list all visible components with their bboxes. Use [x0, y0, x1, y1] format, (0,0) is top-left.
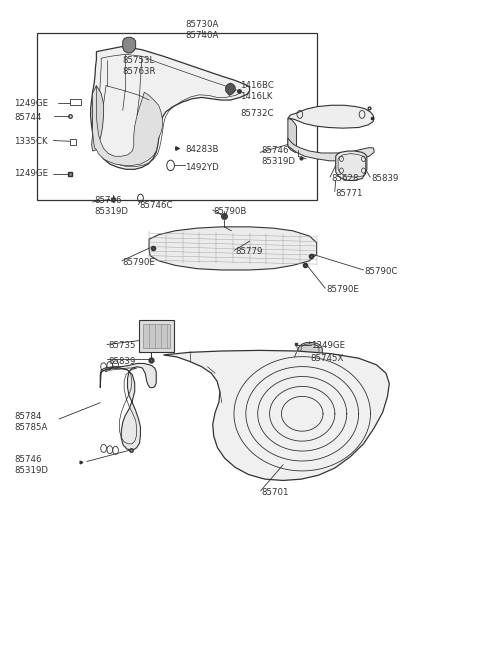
Text: 85746
85319D: 85746 85319D [94, 196, 128, 216]
Polygon shape [123, 37, 136, 53]
Polygon shape [298, 343, 323, 358]
Text: 1492YD: 1492YD [185, 163, 219, 172]
Polygon shape [336, 151, 367, 180]
Bar [140, 320, 174, 352]
Text: 85771: 85771 [336, 189, 363, 198]
Text: 1335CK: 1335CK [14, 137, 48, 145]
Bar [144, 324, 169, 348]
Bar [70, 100, 81, 105]
Text: 85839: 85839 [372, 174, 399, 183]
Text: 85790E: 85790E [123, 257, 156, 267]
Text: 1249GE: 1249GE [14, 170, 48, 178]
Text: 84283B: 84283B [185, 145, 218, 153]
Polygon shape [226, 83, 235, 96]
Text: 85746C: 85746C [140, 202, 173, 210]
Text: 85732C: 85732C [240, 109, 274, 118]
Polygon shape [100, 364, 156, 451]
Text: 85744: 85744 [14, 113, 42, 122]
Bar [36, 33, 317, 200]
Text: 85746
85319D: 85746 85319D [14, 455, 48, 475]
Polygon shape [163, 350, 389, 481]
Text: 85628: 85628 [331, 174, 359, 183]
Polygon shape [149, 227, 317, 270]
Polygon shape [91, 47, 250, 170]
Text: 85746
85319D: 85746 85319D [262, 146, 296, 166]
Polygon shape [92, 86, 104, 151]
Text: 85790B: 85790B [214, 207, 247, 215]
Polygon shape [288, 138, 374, 161]
Polygon shape [288, 119, 297, 153]
Text: 85753L
85763R: 85753L 85763R [123, 56, 156, 76]
Text: 1416BC
1416LK: 1416BC 1416LK [240, 81, 274, 101]
Text: 85790E: 85790E [326, 285, 359, 294]
Text: 1249GE: 1249GE [14, 99, 48, 108]
Text: 85784
85785A: 85784 85785A [14, 412, 48, 432]
Text: 85839: 85839 [108, 357, 136, 366]
Text: 85701: 85701 [262, 488, 289, 496]
Bar [70, 139, 76, 145]
Text: 85779: 85779 [235, 246, 263, 255]
Text: 85735: 85735 [108, 341, 136, 350]
Text: 85730A
85740A: 85730A 85740A [185, 20, 218, 40]
Text: 1249GE: 1249GE [311, 341, 345, 350]
Polygon shape [288, 105, 374, 128]
Text: 85745X: 85745X [311, 354, 344, 364]
Polygon shape [93, 86, 162, 166]
Text: 85790C: 85790C [364, 267, 398, 276]
